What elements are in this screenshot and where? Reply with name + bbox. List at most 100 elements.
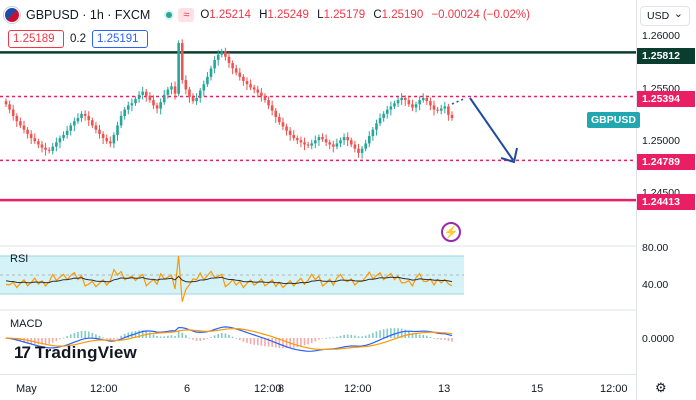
macd-histogram-bar [134,331,137,338]
macd-histogram-bar [278,338,281,348]
macd-histogram-bar [113,338,115,340]
candle-body [270,105,274,111]
macd-histogram-bar [267,338,270,347]
candle-body [303,142,306,145]
candle-body [447,106,450,115]
symbol-title[interactable]: GBPUSD · 1h · FXCM [26,8,151,22]
candle-body [292,134,296,139]
candle-body [116,125,119,135]
candle-body [242,76,245,82]
macd-histogram-bar [357,336,360,338]
rsi-line [5,255,453,302]
time-label: 12:00 [600,383,628,395]
sell-button[interactable]: 1.25189 [8,30,64,48]
buy-button[interactable]: 1.25191 [92,30,148,48]
candle-body [353,144,357,149]
candle-body [62,134,65,139]
close-value: 1.25190 [381,9,424,21]
rsi-tick-80: 80.00 [642,242,669,254]
currency-dropdown[interactable]: USD [640,5,690,26]
macd-histogram-bar [66,336,68,338]
candle-body [184,80,188,90]
macd-histogram-bar [55,338,58,342]
tv-mark-icon: 17 [14,343,31,362]
macd-histogram-bar [224,333,227,338]
macd-label[interactable]: MACD [10,318,43,330]
candle-body [231,63,234,69]
time-label: 12:00 [90,383,118,395]
rsi-ma-line [5,275,453,285]
candle-body [342,137,346,141]
symbol-tag: GBPUSD [587,112,640,128]
candle-body [357,148,360,153]
main-chart-canvas[interactable] [0,0,636,374]
high-label: H [259,9,268,21]
candle-body [321,137,324,140]
candle-body [69,125,73,131]
macd-histogram-bar [98,335,101,338]
macd-histogram-bar [264,338,266,347]
flash-icon[interactable]: ⚡ [441,222,461,242]
macd-histogram-bar [361,336,363,338]
macd-histogram-bar [292,338,295,348]
macd-histogram-bar [170,335,173,338]
macd-histogram-bar [235,338,237,339]
candle-body [281,122,285,127]
candle-body [83,113,87,116]
candle-body [213,59,216,69]
candle-body [450,114,454,119]
macd-histogram-bar [41,338,43,345]
macd-histogram-bar [221,333,223,338]
candle-body [40,144,44,148]
rsi-band [0,256,464,294]
macd-histogram-bar [386,328,389,338]
macd-histogram-bar [354,335,356,338]
wave-icon[interactable]: ≈ [178,8,195,22]
macd-histogram-bar [314,338,317,342]
price-axis[interactable] [636,0,696,400]
macd-histogram-bar [156,335,158,338]
macd-histogram-bar [375,331,378,338]
candle-body [188,89,191,97]
macd-histogram-bar [127,332,130,338]
gear-icon[interactable]: ⚙ [655,380,667,395]
time-axis[interactable]: May 12:00 6 12:00 8 12:00 13 15 12:00 [0,374,636,400]
high-value: 1.25249 [267,9,309,21]
candle-body [436,109,439,111]
candle-body [332,144,335,147]
forecast-arrow-shaft[interactable] [469,97,514,161]
candle-body [198,90,202,98]
candle-body [166,89,170,95]
candle-body [371,129,375,137]
candle-body [148,95,152,101]
tradingview-logo: 17 TradingView [14,343,137,363]
candle-body [91,120,94,126]
macd-histogram-bar [444,338,446,340]
candle-body [432,105,436,110]
macd-histogram-bar [339,335,342,338]
candle-body [19,121,22,126]
candle-body [51,146,55,151]
macd-histogram-bar [188,337,191,339]
low-value: 1.25179 [323,9,366,21]
candles-group [4,39,454,159]
macd-series [5,326,453,352]
macd-histogram-bar [451,338,453,342]
candle-body [378,118,382,124]
macd-histogram-bar [433,338,435,339]
macd-histogram-bar [199,338,202,341]
macd-histogram-bar [325,337,327,339]
candle-body [73,121,76,126]
gbp-usd-flag-icon [4,7,20,23]
candle-body [234,68,238,73]
rsi-label[interactable]: RSI [10,253,29,265]
macd-histogram-bar [249,338,252,345]
time-label: 15 [531,383,544,395]
macd-histogram-bar [440,338,443,340]
quote-row: 1.25189 0.2 1.25191 [8,30,148,48]
macd-histogram-bar [37,338,40,345]
candle-body [26,129,29,134]
open-value: 1.25214 [209,9,251,21]
candle-body [389,106,393,110]
